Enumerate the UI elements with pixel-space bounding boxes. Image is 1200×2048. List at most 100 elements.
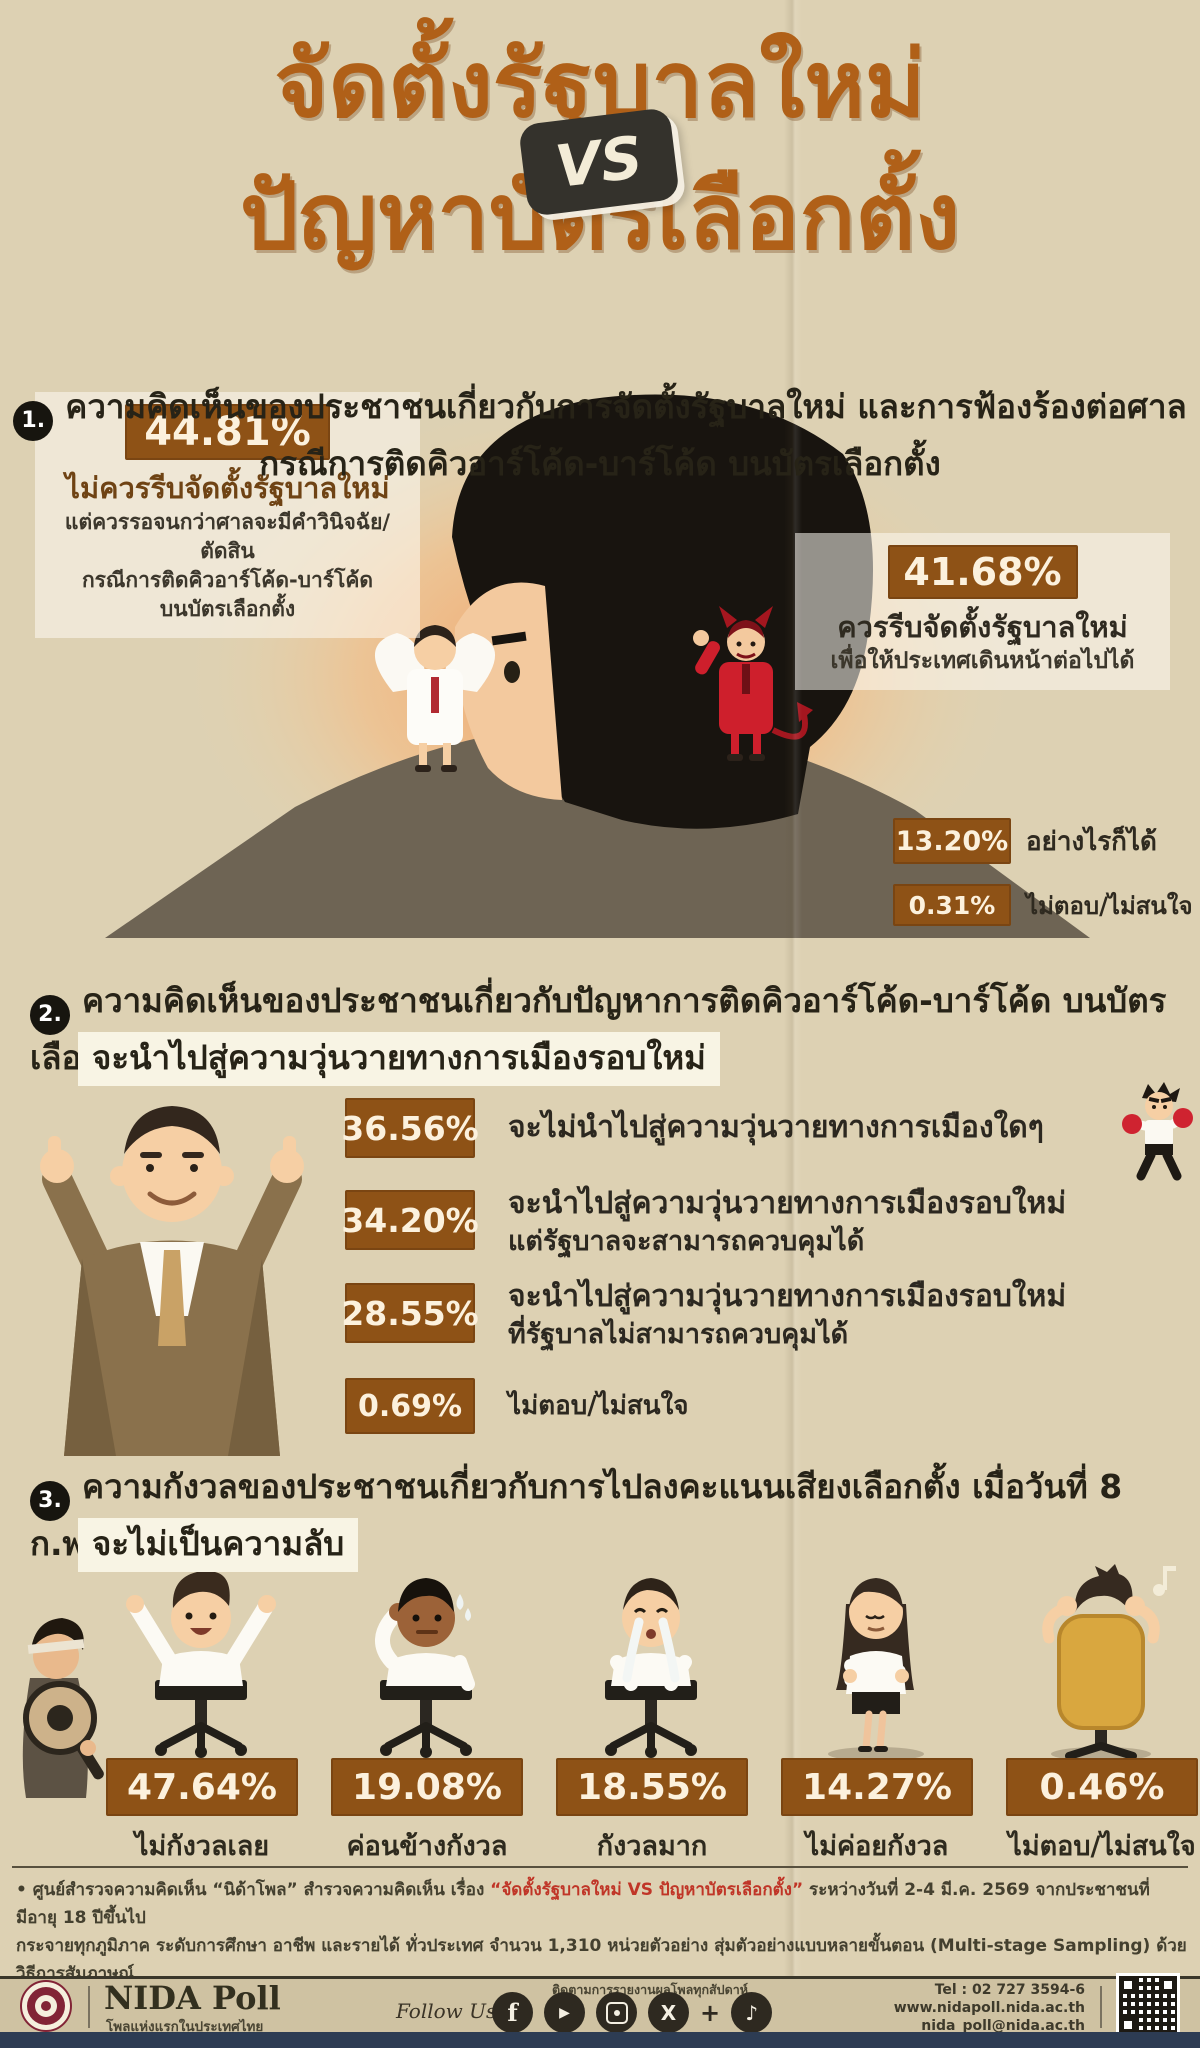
row2-line1: จะนำไปสู่ความวุ่นวายทางการเมืองรอบใหม่: [508, 1186, 1067, 1221]
section1-heading-line2: กรณีการติดคิวอาร์โค้ด-บาร์โค้ด บนบัตรเลื…: [259, 444, 941, 483]
angel-figure: [374, 625, 496, 772]
pct-value: 13.20%: [895, 825, 1009, 857]
row2-line2: แต่รัฐบาลจะสามารถควบคุมได้: [508, 1226, 865, 1257]
label-item5: ไม่ตอบ/ไม่สนใจ: [1008, 1831, 1196, 1862]
label-no-answer-1: ไม่ตอบ/ไม่สนใจ: [1026, 891, 1193, 920]
character-no-answer: [1042, 1564, 1176, 1760]
pct-badge-item4: 14.27%: [781, 1758, 973, 1816]
pct-badge-item1: 47.64%: [106, 1758, 298, 1816]
character-somewhat-worried: [375, 1578, 475, 1758]
row1-line1: จะไม่นำไปสู่ความวุ่นวายทางการเมืองใดๆ: [508, 1110, 1044, 1145]
pct-value: 0.46%: [1039, 1766, 1165, 1808]
pct-badge-row2: 34.20%: [341, 1190, 479, 1250]
opinion-left-line1: แต่ควรรอจนกว่าศาลจะมีคำวินิจฉัย/ตัดสิน: [64, 510, 391, 563]
opinion-left-title: ไม่ควรรีบจัดตั้งรัฐบาลใหม่: [65, 471, 390, 505]
footnote-divider: [12, 1866, 1188, 1868]
instagram-icon[interactable]: [596, 1992, 637, 2033]
footer-divider-right: [1100, 1986, 1102, 2028]
footer-bar: NIDA Poll โพลแห่งแรกในประเทศไทย ติดตามกา…: [0, 1973, 1200, 2037]
opinion-right-line1: เพื่อให้ประเทศเดินหน้าต่อไปได้: [830, 648, 1135, 674]
pct-value: 28.55%: [341, 1293, 479, 1333]
footnote-line1-prefix: ศูนย์สำรวจความคิดเห็น “นิด้าโพล” สำรวจคว…: [32, 1880, 491, 1900]
plus-icon: +: [700, 1999, 720, 2027]
character-not-worried: [126, 1562, 276, 1758]
character-not-very-worried: [828, 1578, 924, 1760]
pct-badge-no-answer-1: 0.31%: [893, 884, 1011, 926]
label-item4: ไม่ค่อยกังวล: [805, 1831, 949, 1862]
row4-text: ไม่ตอบ/ไม่สนใจ: [508, 1378, 689, 1434]
pct-badge-rush: 41.68%: [887, 545, 1078, 599]
vs-label: VS: [551, 122, 647, 202]
devil-figure: [693, 606, 813, 761]
opinion-card-right: 41.68% ควรรีบจัดตั้งรัฐบาลใหม่ เพื่อให้ป…: [795, 533, 1170, 690]
section1-number-icon: 1.: [13, 401, 54, 441]
eyebrow: [491, 631, 527, 646]
boxer-icon: [1122, 1082, 1193, 1181]
pct-value: 19.08%: [352, 1766, 502, 1808]
row3-line1: จะนำไปสู่ความวุ่นวายทางการเมืองรอบใหม่: [508, 1279, 1067, 1314]
pct-value: 0.69%: [357, 1388, 463, 1424]
label-whatever: อย่างไรก็ได้: [1026, 826, 1157, 857]
row4-line1: ไม่ตอบ/ไม่สนใจ: [508, 1391, 689, 1421]
label-item1: ไม่กังวลเลย: [134, 1831, 270, 1862]
opinion-left-line3: บนบัตรเลือกตั้ง: [159, 597, 296, 621]
pct-badge-row4: 0.69%: [345, 1378, 475, 1434]
pct-badge-no-rush: 44.81%: [125, 404, 330, 460]
email-line: nida_poll@nida.ac.th: [921, 2018, 1085, 2034]
instagram-glyph: [605, 2001, 628, 2024]
section3-heading-highlight: จะไม่เป็นความลับ: [78, 1518, 359, 1572]
section1-heading: 1. ความคิดเห็นของประชาชนเกี่ยวกับการจัดตั…: [0, 384, 1200, 487]
section2-number-icon: 2.: [30, 995, 70, 1035]
spy-magnifier-icon: [22, 1618, 104, 1798]
row3-line2: ที่รัฐบาลไม่สามารถควบคุมได้: [508, 1319, 849, 1350]
opinion-card-left: 44.81% ไม่ควรรีบจัดตั้งรัฐบาลใหม่ แต่ควร…: [35, 392, 420, 638]
pct-value: 44.81%: [144, 409, 311, 455]
section2-heading-text: ความคิดเห็นของประชาชนเกี่ยวกับปัญหาการติ…: [30, 981, 1167, 1077]
brand-name: NIDA Poll: [104, 1979, 281, 2017]
youtube-icon[interactable]: ▶: [544, 1992, 585, 2033]
bullet: •: [16, 1880, 27, 1900]
facebook-icon[interactable]: f: [492, 1992, 533, 2033]
section2-heading-line1: 2. ความคิดเห็นของประชาชนเกี่ยวกับปัญหาการ…: [30, 978, 1200, 1081]
pct-badge-item2: 19.08%: [331, 1758, 523, 1816]
opinion-left-line2: กรณีการติดคิวอาร์โค้ด-บาร์โค้ด: [81, 568, 374, 592]
pct-value: 18.55%: [577, 1766, 727, 1808]
facebook-glyph: f: [507, 1998, 518, 2027]
weekly-report-note: ติดตามการรายงานผลโพลทุกสัปดาห์: [552, 1982, 748, 1997]
nida-emblem-icon: [20, 1980, 72, 2032]
pct-badge-row1: 36.56%: [341, 1098, 479, 1158]
section1-heading-line1: ความคิดเห็นของประชาชนเกี่ยวกับการจัดตั้ง…: [65, 387, 1187, 426]
website-line: www.nidapoll.nida.ac.th: [893, 2000, 1085, 2016]
footnote-line1-suffix: ระหว่างวันที่ 2-4 มี.ค. 2569 จากประชาชนท…: [16, 1880, 1150, 1928]
label-item3: กังวลมาก: [596, 1831, 708, 1862]
vs-badge: VS: [517, 107, 681, 217]
footnote-line1: • ศูนย์สำรวจความคิดเห็น “นิด้าโพล” สำรวจ…: [16, 1876, 1188, 1932]
pct-value: 36.56%: [341, 1108, 479, 1148]
section2-heading-line2: จะนำไปสู่ความวุ่นวายทางการเมืองรอบใหม่: [78, 1032, 720, 1086]
plus-glyph: +: [700, 1998, 721, 2027]
x-glyph: X: [660, 2000, 677, 2025]
pct-value: 34.20%: [341, 1200, 479, 1240]
brand-tagline: โพลแห่งแรกในประเทศไทย: [106, 2019, 264, 2035]
tiktok-glyph: ♪: [745, 2000, 758, 2025]
row1-text: จะไม่นำไปสู่ความวุ่นวายทางการเมืองใดๆ: [508, 1098, 1044, 1158]
tel-line: Tel : 02 727 3594-6: [934, 1982, 1085, 1998]
paper-fold-shadow: [784, 0, 802, 2048]
section3-heading-line2: จะไม่เป็นความลับ: [78, 1518, 359, 1572]
row3-text: จะนำไปสู่ความวุ่นวายทางการเมืองรอบใหม่ ท…: [508, 1275, 1066, 1355]
section2-heading-highlight: จะนำไปสู่ความวุ่นวายทางการเมืองรอบใหม่: [78, 1032, 720, 1086]
pct-badge-whatever: 13.20%: [893, 818, 1011, 864]
follow-us-label: Follow Us: [396, 1999, 497, 2023]
contact-block: Tel : 02 727 3594-6 www.nidapoll.nida.ac…: [880, 1981, 1085, 2035]
head-angel-devil-illustration: [105, 372, 1090, 938]
thumbs-up-man-illustration: [40, 1106, 304, 1456]
pct-badge-item5: 0.46%: [1006, 1758, 1198, 1816]
pct-value: 41.68%: [903, 550, 1062, 594]
tiktok-icon[interactable]: ♪: [731, 1992, 773, 2033]
eye: [504, 661, 520, 683]
section3-number-icon: 3.: [30, 1481, 70, 1521]
x-icon[interactable]: X: [648, 1992, 689, 2033]
social-icons: f ▶ X + ♪: [492, 1992, 773, 2033]
pct-value: 47.64%: [127, 1766, 277, 1808]
